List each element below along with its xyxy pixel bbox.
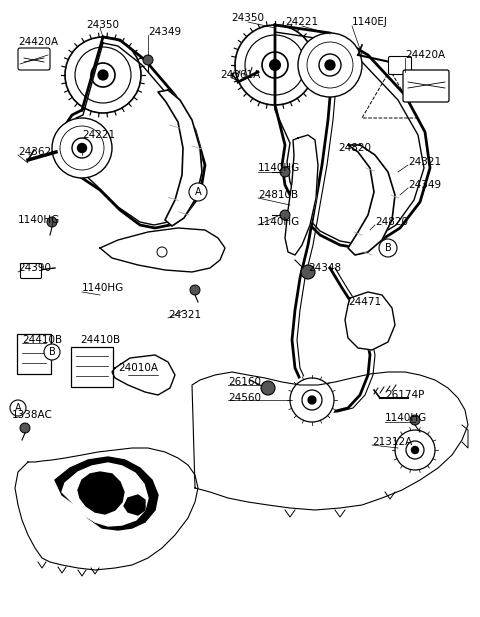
Text: 24820: 24820 [375,217,408,227]
Text: 24361A: 24361A [220,70,260,80]
Polygon shape [62,463,148,526]
Circle shape [280,167,290,177]
Text: 1140HG: 1140HG [258,217,300,227]
Polygon shape [192,372,468,510]
Text: 24010A: 24010A [118,363,158,373]
Text: A: A [195,187,201,197]
FancyBboxPatch shape [71,347,113,387]
Polygon shape [55,457,158,530]
Text: 24420A: 24420A [405,50,445,60]
Circle shape [44,344,60,360]
Circle shape [301,265,315,279]
FancyBboxPatch shape [18,48,50,70]
Polygon shape [285,135,318,255]
Text: 24321: 24321 [408,157,441,167]
Text: 1140EJ: 1140EJ [352,17,388,27]
Text: 24321: 24321 [168,310,201,320]
Text: 24390: 24390 [18,263,51,273]
Circle shape [287,375,337,425]
Text: 1140HG: 1140HG [258,163,300,173]
Text: 21312A: 21312A [372,437,412,447]
Polygon shape [124,495,145,515]
Circle shape [298,33,362,97]
Circle shape [231,21,319,109]
Circle shape [325,60,335,70]
Circle shape [47,217,57,227]
Text: 24362: 24362 [18,147,51,157]
Circle shape [52,118,112,178]
Text: 24560: 24560 [228,393,261,403]
Circle shape [189,183,207,201]
Circle shape [280,210,290,220]
Circle shape [98,70,108,80]
FancyBboxPatch shape [17,334,51,374]
Circle shape [20,423,30,433]
Text: 24348: 24348 [308,263,341,273]
Polygon shape [15,448,198,570]
Circle shape [190,285,200,295]
Text: 24349: 24349 [408,180,441,190]
Text: 24420A: 24420A [18,37,58,47]
Polygon shape [112,355,175,395]
Polygon shape [348,145,395,255]
Text: 26160: 26160 [228,377,261,387]
Text: 24350: 24350 [231,13,264,23]
Polygon shape [100,228,225,272]
Circle shape [61,33,145,117]
Text: 24221: 24221 [286,17,319,27]
Circle shape [379,239,397,257]
Text: 24810B: 24810B [258,190,298,200]
Polygon shape [78,472,124,514]
Circle shape [392,427,438,473]
Circle shape [270,60,280,70]
Text: 24221: 24221 [82,130,115,140]
Text: B: B [48,347,55,357]
Text: 24820: 24820 [338,143,371,153]
Text: 1140HG: 1140HG [18,215,60,225]
Circle shape [10,400,26,416]
Text: 24350: 24350 [86,20,120,30]
Text: 24410B: 24410B [80,335,120,345]
Circle shape [410,415,420,425]
Text: 1338AC: 1338AC [12,410,53,420]
Text: 26174P: 26174P [385,390,424,400]
Polygon shape [345,292,395,350]
Text: B: B [384,243,391,253]
FancyBboxPatch shape [403,70,449,102]
Circle shape [261,381,275,395]
Circle shape [143,55,153,65]
Circle shape [308,396,316,404]
Text: 24349: 24349 [148,27,181,37]
Text: 1140HG: 1140HG [385,413,427,423]
Text: 24410B: 24410B [22,335,62,345]
Text: A: A [15,403,21,413]
FancyBboxPatch shape [21,263,41,278]
Circle shape [411,447,419,453]
Polygon shape [158,90,202,226]
Text: 24471: 24471 [348,297,381,307]
Circle shape [77,144,86,152]
Text: 1140HG: 1140HG [82,283,124,293]
FancyBboxPatch shape [388,57,411,75]
